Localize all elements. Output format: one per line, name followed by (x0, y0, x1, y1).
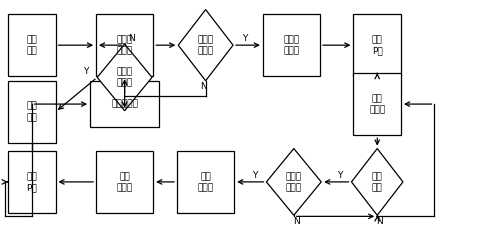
Text: 启动
制动器: 启动 制动器 (197, 172, 214, 192)
Text: N: N (129, 34, 135, 43)
Text: Y: Y (242, 35, 248, 43)
Text: 达到设
定时间: 达到设 定时间 (197, 35, 214, 55)
Text: 达到设
定载荷: 达到设 定载荷 (286, 172, 302, 192)
FancyBboxPatch shape (96, 14, 153, 76)
Text: 启动
加载器: 启动 加载器 (369, 94, 385, 114)
Text: 停止制动器: 停止制动器 (111, 100, 138, 109)
Text: 驻出
P挡: 驻出 P挡 (26, 172, 37, 192)
Text: N: N (376, 217, 383, 226)
FancyBboxPatch shape (353, 73, 401, 135)
Text: 是否
驻入: 是否 驻入 (372, 172, 382, 192)
FancyBboxPatch shape (8, 14, 55, 76)
FancyBboxPatch shape (90, 81, 159, 127)
Polygon shape (351, 148, 403, 215)
FancyBboxPatch shape (177, 151, 234, 213)
Text: 停止驱
动电机: 停止驱 动电机 (283, 35, 300, 55)
Text: Y: Y (83, 67, 88, 76)
Text: 达到试
验次数: 达到试 验次数 (117, 67, 133, 87)
Polygon shape (97, 44, 152, 111)
Text: N: N (200, 82, 206, 91)
Text: 启动驱
动电机: 启动驱 动电机 (117, 35, 133, 55)
FancyBboxPatch shape (96, 151, 153, 213)
Polygon shape (266, 148, 321, 215)
FancyBboxPatch shape (353, 14, 401, 76)
Text: Y: Y (252, 171, 257, 180)
FancyBboxPatch shape (263, 14, 320, 76)
FancyBboxPatch shape (8, 151, 55, 213)
Polygon shape (178, 10, 233, 81)
Text: 结束
试验: 结束 试验 (26, 102, 37, 122)
Text: 驻入
P挡: 驻入 P挡 (372, 35, 382, 55)
Text: N: N (293, 217, 300, 226)
Text: 停止
加载器: 停止 加载器 (117, 172, 133, 192)
Text: 开始
试验: 开始 试验 (26, 35, 37, 55)
FancyBboxPatch shape (8, 81, 55, 143)
Text: Y: Y (337, 171, 342, 180)
